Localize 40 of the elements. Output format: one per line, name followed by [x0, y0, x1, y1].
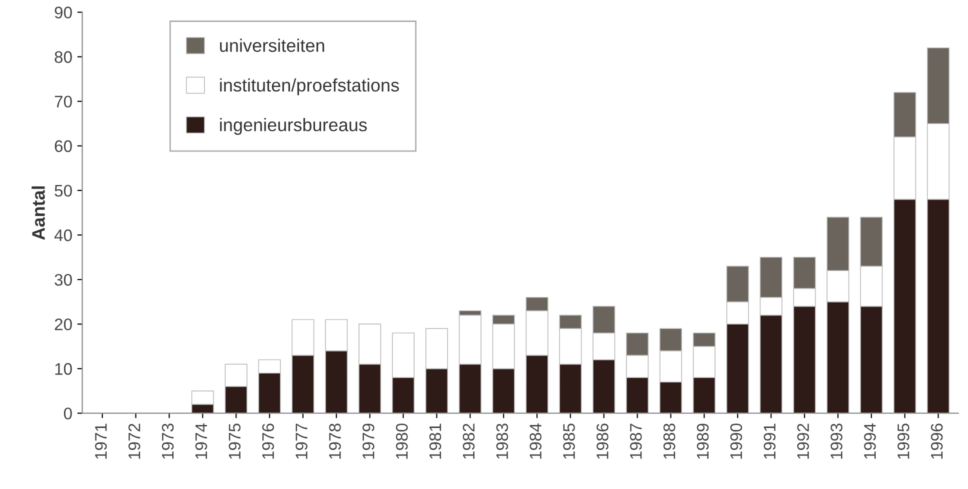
x-tick-label: 1991: [764, 424, 776, 459]
y-tick-label: 60: [54, 140, 72, 152]
y-tick-label: 30: [54, 274, 72, 286]
x-tick-label: 1988: [663, 424, 676, 459]
x-tick-label: 1984: [530, 423, 542, 459]
x-tick-label: 1987: [630, 424, 642, 459]
x-tick-label: 1992: [797, 424, 809, 459]
y-tick-label: 20: [54, 318, 72, 330]
x-tick-label: 1975: [228, 424, 241, 459]
x-tick-label: 1979: [362, 424, 374, 459]
x-tick-label: 1995: [897, 424, 910, 459]
x-tick-label: 1972: [128, 424, 140, 459]
x-tick-label: 1977: [296, 424, 308, 459]
x-tick-label: 1985: [563, 424, 575, 459]
x-tick-label: 1976: [262, 424, 274, 459]
y-tick-label: 90: [54, 6, 72, 18]
y-tick-label: 10: [55, 363, 72, 375]
x-tick-label: 1983: [496, 424, 508, 459]
y-tick-label: 40: [54, 229, 72, 242]
x-tick-label: 1986: [596, 424, 608, 459]
y-tick-label: 0: [64, 408, 72, 420]
y-tick-label: 50: [54, 184, 72, 197]
y-axis-title: Aantal: [32, 186, 45, 240]
x-tick-label: 1978: [329, 424, 341, 459]
x-tick-label: 1974: [195, 423, 208, 459]
x-tick-label: 1996: [930, 424, 943, 459]
x-tick-label: 1994: [864, 423, 876, 459]
legend-label: ingenieursbureaus: [220, 118, 367, 135]
y-tick-label: 80: [54, 51, 72, 63]
legend-label: instituten/proefstations: [220, 78, 399, 96]
x-tick-label: 1980: [396, 424, 408, 459]
x-tick-label: 1989: [696, 424, 709, 459]
x-tick-label: 1982: [462, 424, 475, 459]
x-tick-label: 1973: [162, 424, 174, 459]
legend-label: universiteiten: [220, 38, 324, 52]
x-tick-label: 1993: [830, 424, 842, 459]
x-tick-label: 1990: [730, 424, 742, 459]
x-tick-label: 1981: [429, 424, 442, 459]
x-tick-label: 1971: [95, 424, 107, 459]
y-tick-label: 70: [54, 96, 72, 108]
